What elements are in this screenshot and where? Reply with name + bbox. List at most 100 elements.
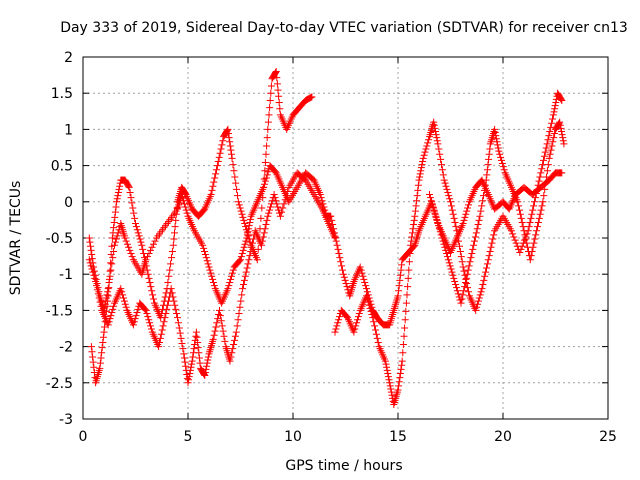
data-point-marker [442,182,450,190]
data-point-marker [341,276,349,284]
data-point-marker [331,234,339,242]
data-point-marker [394,292,402,300]
data-point-marker [148,243,156,251]
data-point-marker [402,299,410,307]
data-point-marker [517,214,525,222]
data-point-marker [407,237,415,245]
data-point-marker [246,252,254,260]
data-point-marker [343,313,351,321]
data-point-marker [114,192,122,200]
data-point-marker [438,234,446,242]
data-point-marker [464,284,472,292]
data-point-marker [434,140,442,148]
data-point-marker [492,132,500,140]
data-point-marker [540,156,547,164]
data-point-marker [186,366,194,374]
data-point-marker [242,223,250,231]
data-point-marker [236,257,244,265]
data-point-marker [181,203,189,211]
data-point-marker [460,287,468,295]
data-point-marker [133,308,141,316]
data-point-marker [539,198,547,206]
data-point-marker [452,281,460,289]
data-point-marker [477,207,485,215]
data-point-marker [95,294,103,302]
y-tick-label: 0.5 [51,159,73,175]
data-point-marker [174,314,181,322]
data-point-marker [457,299,465,307]
data-point-marker [190,345,198,353]
data-point-marker [432,127,439,135]
data-point-marker [180,200,188,208]
data-point-marker [433,137,441,145]
data-point-marker [491,125,499,133]
data-point-marker [263,216,271,224]
data-point-marker [108,260,116,268]
data-point-marker [419,154,427,162]
data-point-marker [453,287,461,295]
data-point-marker [147,283,155,291]
data-point-marker [113,232,121,240]
data-point-marker [159,322,167,330]
data-point-marker [87,242,94,250]
data-point-marker [147,246,154,254]
data-point-marker [167,260,175,268]
data-point-marker [333,241,341,249]
data-point-marker [535,177,543,185]
data-point-marker [336,313,343,321]
data-point-marker [234,316,242,324]
data-point-marker [243,264,251,272]
data-point-marker [272,67,280,75]
data-point-marker [457,253,465,261]
data-point-marker [436,228,444,236]
data-point-marker [141,254,148,262]
data-point-marker [264,118,272,126]
data-point-marker [113,195,121,203]
data-point-marker [428,200,436,208]
y-tick-label: -2 [59,340,73,356]
data-point-marker [550,134,558,142]
data-point-marker [241,220,249,228]
data-point-marker [180,350,188,358]
data-point-marker [465,288,472,296]
data-point-marker [557,95,565,103]
data-point-marker [436,150,444,158]
data-point-marker [427,197,435,205]
data-point-marker [481,181,489,189]
data-point-marker [207,191,215,199]
data-point-marker [203,257,211,265]
data-point-marker [185,376,193,384]
data-point-marker [100,328,108,336]
data-point-marker [240,216,248,224]
data-point-marker [200,244,208,252]
data-point-marker [199,241,207,249]
data-point-marker [141,258,149,266]
data-point-marker [430,121,438,129]
data-point-marker [270,191,278,199]
data-point-marker [107,266,115,274]
data-point-marker [558,131,566,139]
data-point-marker [118,288,126,296]
data-point-marker [398,357,406,365]
data-point-marker [141,305,149,313]
data-point-marker [148,287,156,295]
data-point-marker [440,176,448,184]
data-point-marker [167,285,175,293]
data-point-marker [228,269,236,277]
data-point-marker [413,192,421,200]
data-point-marker [542,144,550,152]
y-tick-label: 1 [64,122,73,138]
data-point-marker [189,353,197,361]
data-point-marker [126,188,134,196]
data-point-marker [96,364,104,372]
data-point-marker [88,265,96,273]
data-point-marker [479,281,487,289]
data-point-marker [426,191,433,199]
data-point-marker [246,218,254,226]
series-track-e [426,118,568,307]
data-point-marker [498,160,506,168]
data-point-marker [233,185,241,193]
data-point-marker [231,336,238,344]
data-point-marker [488,239,496,247]
data-point-marker [213,166,220,174]
